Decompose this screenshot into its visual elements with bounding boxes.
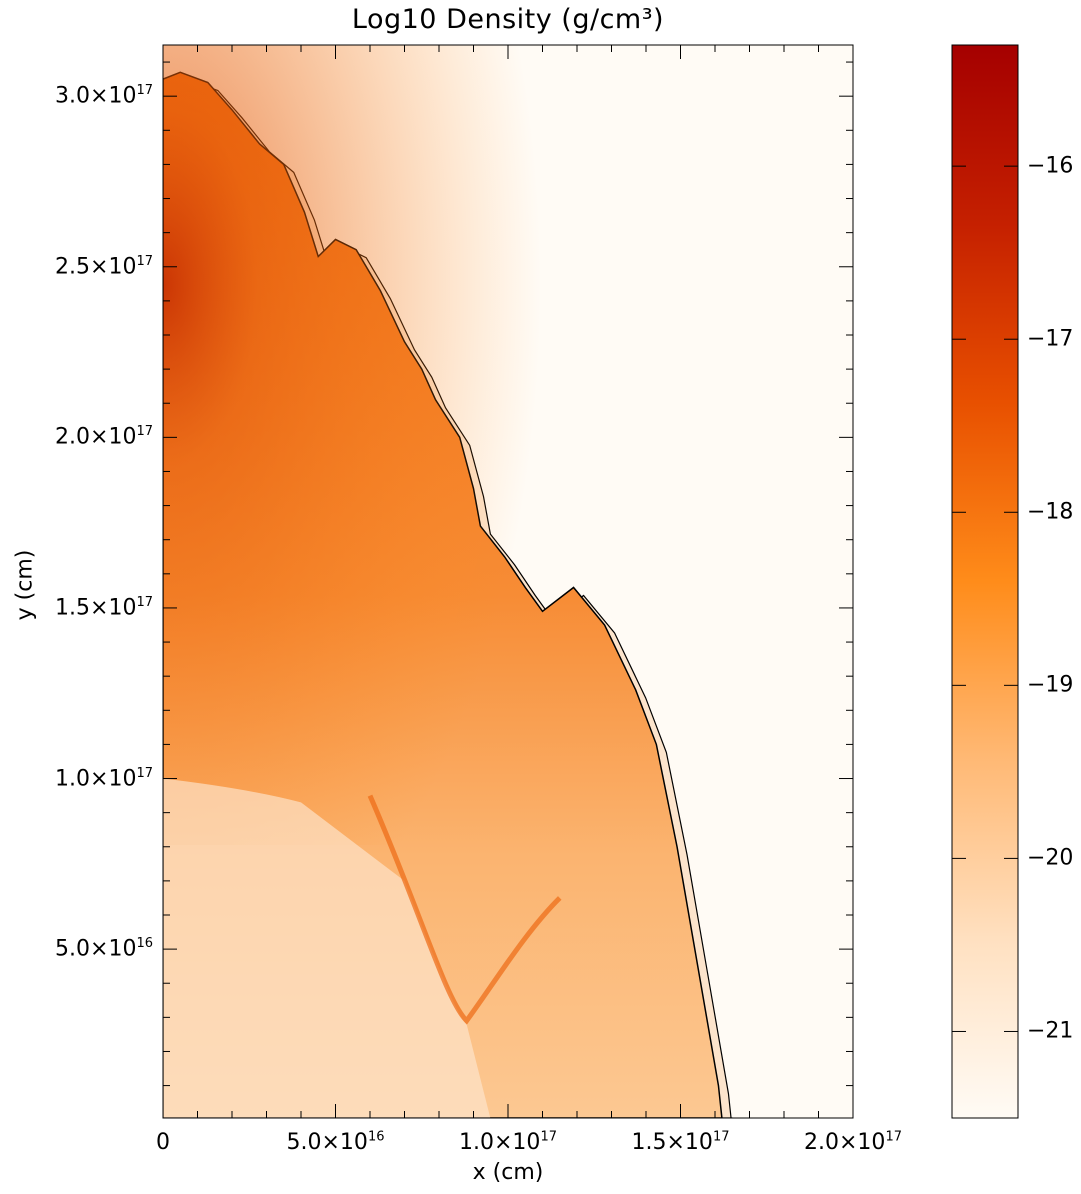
y-tick-label: 2.5×1017 [55,253,153,280]
colorbar-tick-label: −18 [1027,499,1074,525]
x-tick-label: 1.0×1017 [459,1129,557,1155]
shear-filament [367,794,562,1025]
inner-cavity [163,778,491,1118]
y-tick-label: 3.0×1017 [55,83,153,109]
x-tick-label: 5.0×1016 [286,1129,385,1155]
y-tick-label: 2.0×1017 [55,424,153,450]
y-tick-label: 1.5×1017 [55,595,153,621]
x-tick-label: 1.5×1017 [631,1129,730,1155]
colorbar-tick-label: −16 [1027,153,1074,179]
colorbar-tick-label: −19 [1027,672,1074,698]
x-tick-label: 0 [156,1130,170,1155]
y-axis-label: y (cm) [12,549,38,621]
dense-core [163,45,583,845]
colorbar-tick-label: −20 [1027,845,1074,871]
colorbar-tick-label: −21 [1027,1018,1074,1044]
colorbar-frame [951,44,1019,1119]
chart-title: Log10 Density (g/cm³) [351,4,665,35]
y-tick-label: 5.0×1016 [55,936,153,962]
x-tick-label: 2.0×1017 [804,1129,902,1155]
y-tick-label: 1.0×1017 [55,765,153,792]
colorbar [952,45,1018,1118]
colorbar-tick-label: −17 [1027,326,1074,352]
x-axis-label: x (cm) [472,1160,544,1185]
